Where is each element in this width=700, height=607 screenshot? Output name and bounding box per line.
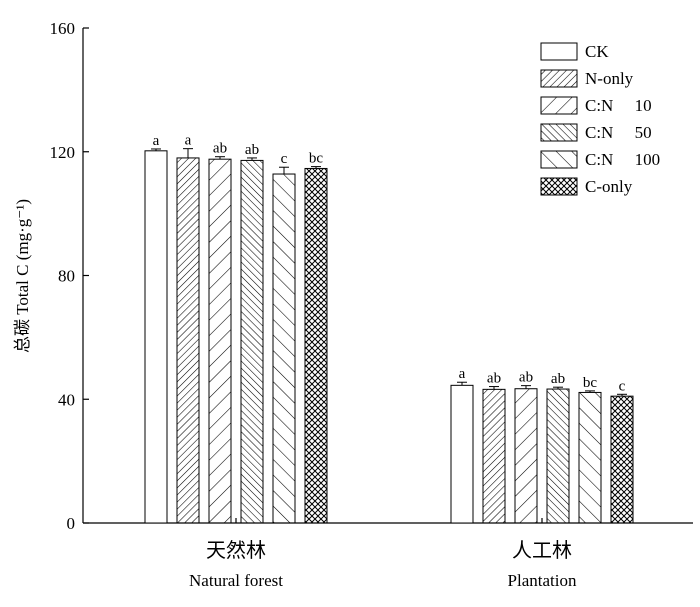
significance-letter: ab [519, 370, 533, 386]
y-tick-label: 40 [58, 390, 75, 409]
bar [144, 150, 168, 524]
bar [610, 395, 634, 524]
significance-letter: ab [487, 371, 501, 387]
significance-letter: c [619, 378, 626, 394]
x-group-label-cn: 天然林 [206, 539, 266, 562]
significance-letter: a [459, 366, 466, 382]
x-axis-labels: 天然林 Natural forest 人工林 Plantation [189, 539, 577, 590]
legend-label: C:N 10 [585, 96, 652, 115]
y-ticks: 0 40 80 120 160 [50, 19, 89, 533]
bar [450, 384, 474, 524]
legend-swatch [540, 96, 578, 115]
legend-swatch [540, 69, 578, 88]
significance-letter: a [153, 133, 160, 149]
legend-swatch [540, 150, 578, 169]
y-tick-label: 120 [50, 143, 76, 162]
bar [304, 167, 328, 524]
bar [546, 388, 570, 524]
significance-letter: ab [213, 141, 227, 157]
x-group-label-en: Natural forest [189, 571, 283, 590]
bars: a a ab ab c bc a ab ab ab bc c [144, 133, 634, 524]
legend: CK N-only C:N 10 C:N 50 C:N 100 C-only [540, 42, 660, 196]
bar [272, 173, 296, 524]
x-group-label-en: Plantation [508, 571, 577, 590]
x-group-label-cn: 人工林 [512, 539, 572, 562]
significance-letter: ab [245, 142, 259, 158]
legend-label: CK [585, 42, 609, 61]
bar [240, 159, 264, 524]
legend-swatch [540, 177, 578, 196]
y-tick-label: 0 [67, 514, 76, 533]
legend-label: N-only [585, 69, 634, 88]
y-tick-label: 160 [50, 19, 76, 38]
y-tick-label: 80 [58, 267, 75, 286]
bar [208, 158, 232, 524]
bar [514, 388, 538, 524]
legend-swatch [540, 123, 578, 142]
significance-letter: ab [551, 371, 565, 387]
bar [482, 388, 506, 524]
significance-letter: c [281, 151, 288, 167]
significance-letter: a [185, 133, 192, 149]
significance-letter: bc [309, 151, 324, 167]
significance-letter: bc [583, 375, 598, 391]
bar [578, 391, 602, 524]
legend-label: C:N 100 [585, 150, 660, 169]
y-axis-label: 总碳 Total C (mg·g⁻¹) [13, 199, 32, 353]
legend-label: C:N 50 [585, 123, 652, 142]
bar [176, 157, 200, 524]
legend-swatch [540, 42, 578, 61]
legend-label: C-only [585, 177, 633, 196]
